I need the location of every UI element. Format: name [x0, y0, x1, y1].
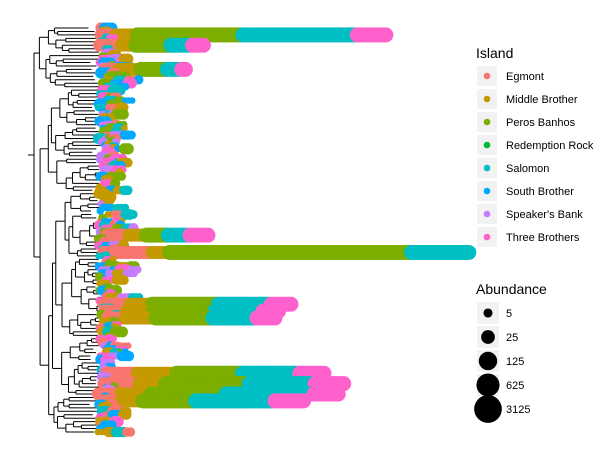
legend-label: 3125 [506, 404, 530, 416]
tip-point [267, 310, 283, 326]
abundance-legend: Abundance 5 25 125 625 3125 [474, 281, 547, 423]
tip-point [118, 275, 129, 286]
tip-point [116, 326, 128, 338]
legend-size-swatch [476, 373, 500, 397]
abundance-legend-entry: 25 [477, 326, 518, 348]
legend-size-swatch [483, 308, 493, 318]
tip-points [91, 22, 477, 438]
legend-size-swatch [474, 395, 502, 423]
legend-color-swatch [483, 164, 491, 172]
legend-label: Egmont [506, 71, 544, 83]
legend-label: Redemption Rock [506, 140, 594, 152]
legend-color-swatch [483, 141, 491, 149]
tip-point [122, 53, 134, 65]
legend-label: 625 [506, 380, 524, 392]
tip-point [96, 207, 105, 215]
legend-color-swatch [483, 95, 491, 103]
tip-point [177, 61, 193, 77]
island-legend-entry: South Brother [477, 181, 574, 201]
tip-point [125, 427, 136, 437]
tip-point [283, 296, 299, 312]
tip-point [461, 244, 477, 260]
tip-point [94, 272, 104, 281]
legend-size-swatch [478, 351, 498, 371]
legend-size-swatch [481, 330, 495, 344]
tip-point [378, 27, 394, 43]
tip-point [200, 227, 216, 243]
legend-label: 125 [506, 356, 524, 368]
legend-color-swatch [483, 72, 491, 80]
island-legend-title: Island [476, 45, 513, 61]
legend-label: Peros Banhos [506, 117, 576, 129]
tip-point [121, 409, 132, 420]
tip-point [129, 269, 138, 278]
tip-point [122, 185, 133, 196]
tip-point [117, 108, 129, 120]
island-legend-entry: Salomon [477, 158, 549, 178]
island-legend-entry: Redemption Rock [477, 135, 594, 155]
tip-point [122, 143, 134, 155]
tip-point [120, 124, 128, 132]
island-legend-entry: Egmont [477, 66, 544, 86]
tip-point [106, 196, 115, 205]
tip-point [330, 386, 346, 402]
abundance-legend-entry: 125 [477, 350, 524, 372]
tip-point [109, 335, 118, 343]
legend-color-swatch [483, 187, 491, 195]
tip-point [296, 393, 312, 409]
tip-point [128, 97, 136, 104]
tip-point [128, 209, 138, 219]
tip-point [126, 130, 136, 140]
island-legend: Island Egmont Middle Brother Peros Banhos R… [476, 45, 594, 247]
abundance-legend-entry: 5 [477, 302, 512, 324]
legend-label: Salomon [506, 163, 549, 175]
tip-point [123, 350, 135, 362]
abundance-legend-entry: 3125 [474, 395, 530, 423]
tip-point [117, 172, 127, 181]
abundance-legend-entry: 625 [476, 373, 524, 397]
legend-label: South Brother [506, 186, 574, 198]
legend-label: Middle Brother [506, 94, 578, 106]
abundance-legend-title: Abundance [476, 281, 547, 297]
legend-color-swatch [483, 233, 491, 241]
island-legend-entry: Peros Banhos [477, 112, 576, 132]
island-legend-entry: Speaker's Bank [477, 204, 583, 224]
island-legend-entry: Three Brothers [477, 227, 580, 247]
tip-point [195, 37, 211, 53]
legend-label: Speaker's Bank [506, 209, 583, 221]
legend-label: 25 [506, 332, 518, 344]
legend-label: Three Brothers [506, 232, 580, 244]
legend-color-swatch [483, 210, 491, 218]
legend-color-swatch [483, 118, 491, 126]
island-legend-entry: Middle Brother [477, 89, 578, 109]
legend-label: 5 [506, 308, 512, 320]
